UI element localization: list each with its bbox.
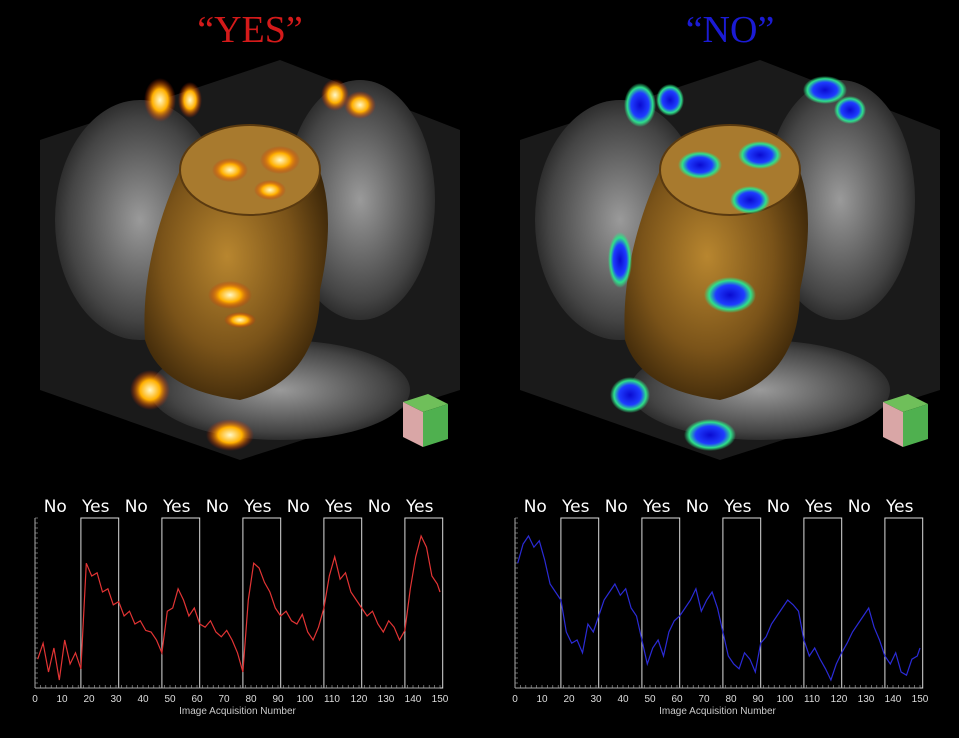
condition-label: Yes (642, 497, 671, 517)
condition-label: Yes (561, 497, 590, 517)
x-tick-label: 40 (617, 694, 629, 705)
x-tick-label: 20 (563, 694, 575, 705)
x-tick-label: 110 (324, 694, 340, 705)
condition-label: Yes (81, 497, 110, 517)
condition-label: Yes (723, 497, 752, 517)
brain-render-no (520, 60, 940, 460)
x-tick-label: 130 (858, 694, 875, 705)
orientation-cube (873, 392, 933, 452)
x-tick-label: 30 (110, 694, 122, 705)
condition-label: Yes (162, 497, 191, 517)
x-tick-label: 30 (590, 694, 602, 705)
condition-label: No (524, 497, 547, 517)
x-axis-label: Image Acquisition Number (179, 706, 296, 717)
x-tick-label: 120 (831, 694, 848, 705)
condition-label: Yes (243, 497, 272, 517)
x-tick-label: 70 (698, 694, 710, 705)
condition-label: Yes (885, 497, 914, 517)
panel-no: “NO” (480, 0, 959, 738)
x-tick-label: 90 (272, 694, 284, 705)
x-tick-label: 20 (83, 694, 95, 705)
x-tick-label: 40 (137, 694, 149, 705)
x-tick-label: 130 (378, 694, 395, 705)
x-tick-label: 80 (725, 694, 737, 705)
brain-render-yes (40, 60, 460, 460)
plot-area (35, 518, 440, 688)
x-tick-label: 60 (671, 694, 683, 705)
x-tick-label: 90 (752, 694, 764, 705)
x-tick-label: 100 (297, 694, 314, 705)
x-tick-label: 70 (218, 694, 230, 705)
x-tick-label: 10 (536, 694, 548, 705)
condition-label: No (206, 497, 229, 517)
condition-label: No (44, 497, 67, 517)
chart-yes: No Yes No Yes No Yes No Yes No Yes 0 10 20 30 40 50 60 70… (32, 497, 449, 717)
x-tick-label: 0 (512, 694, 518, 705)
x-tick-label: 50 (644, 694, 656, 705)
x-tick-label: 100 (777, 694, 794, 705)
x-tick-label: 120 (351, 694, 368, 705)
condition-label: Yes (804, 497, 833, 517)
panel-yes: “YES” (32, 9, 460, 717)
condition-label: Yes (405, 497, 434, 517)
x-tick-label: 10 (56, 694, 68, 705)
panel-title-no: “NO” (685, 9, 775, 51)
condition-label: No (368, 497, 391, 517)
condition-label: Yes (324, 497, 353, 517)
condition-label: No (605, 497, 628, 517)
x-tick-label: 150 (432, 694, 449, 705)
x-tick-label: 140 (885, 694, 902, 705)
x-tick-label: 80 (245, 694, 257, 705)
plot-area (515, 518, 920, 688)
x-tick-label: 150 (912, 694, 929, 705)
orientation-cube (393, 392, 453, 452)
condition-label: No (125, 497, 148, 517)
panel-title-yes: “YES” (197, 9, 303, 51)
x-tick-label: 140 (405, 694, 422, 705)
x-axis-label: Image Acquisition Number (659, 706, 776, 717)
x-tick-label: 0 (32, 694, 38, 705)
chart-no: No Yes No Yes No Yes No Yes No Yes 0 10 20 30 40 50 60 70… (512, 497, 929, 717)
series-line (37, 534, 441, 681)
condition-label: No (686, 497, 709, 517)
condition-label: No (287, 497, 310, 517)
x-tick-label: 60 (191, 694, 203, 705)
x-tick-label: 110 (804, 694, 820, 705)
series-line (517, 534, 921, 682)
condition-label: No (767, 497, 790, 517)
x-tick-label: 50 (164, 694, 176, 705)
condition-label: No (848, 497, 871, 517)
